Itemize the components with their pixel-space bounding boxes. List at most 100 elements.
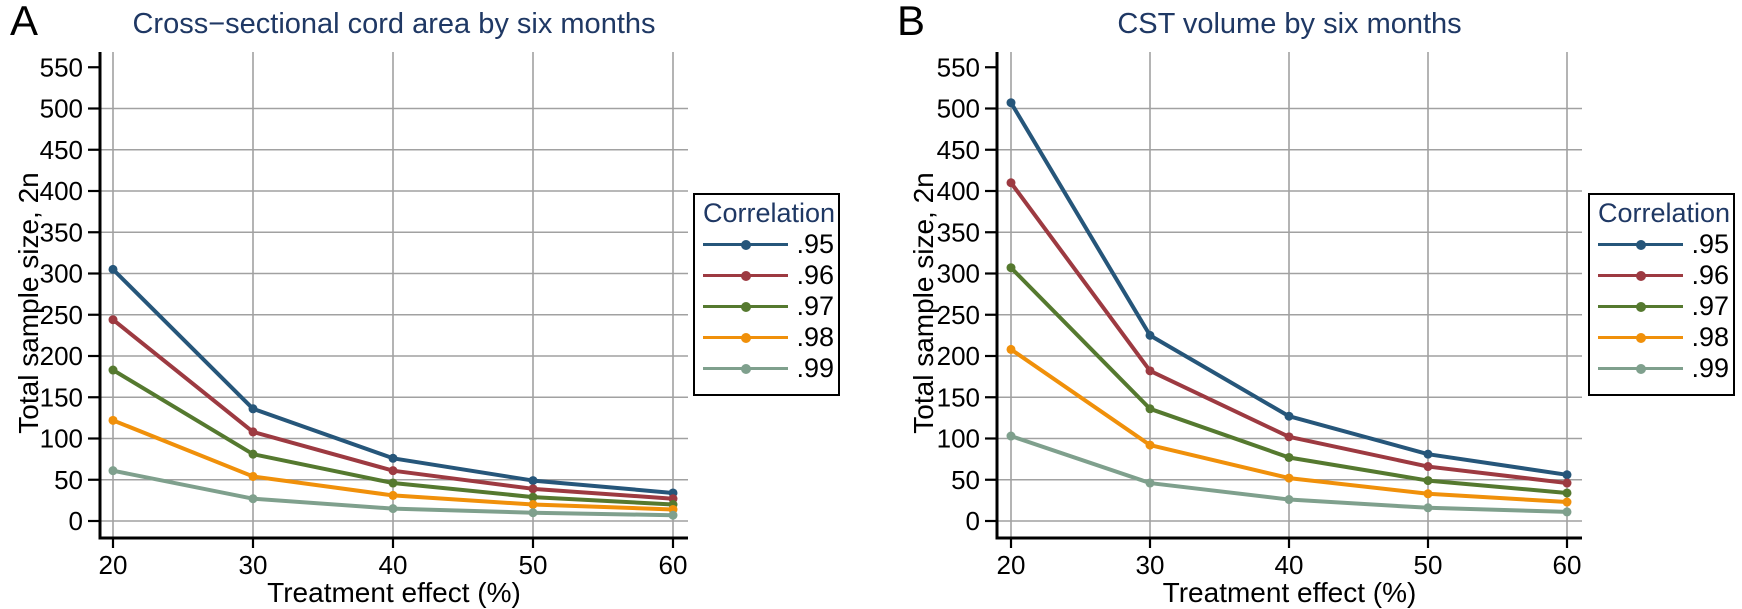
legend-line-sample-icon	[1598, 270, 1683, 281]
series-marker-96	[528, 484, 538, 494]
legend-row-95: .95	[703, 229, 834, 260]
panel-b-title: CST volume by six months	[1117, 8, 1462, 40]
series-marker-95	[248, 404, 258, 414]
legend-row-98: .98	[1598, 322, 1729, 353]
series-marker-96	[1562, 478, 1572, 488]
legend-row-97: .97	[1598, 291, 1729, 322]
legend-row-99: .99	[1598, 353, 1729, 384]
series-marker-96	[1006, 178, 1016, 188]
series-marker-98	[1006, 344, 1016, 354]
series-marker-99	[1145, 478, 1155, 488]
x-tick-label: 40	[1275, 550, 1304, 580]
legend-line-sample-icon	[703, 363, 788, 374]
series-marker-98	[388, 490, 398, 500]
series-marker-95	[108, 264, 118, 274]
y-tick-label: 300	[40, 259, 83, 289]
y-tick-label: 0	[69, 506, 83, 536]
panel-b-legend-rows: .95.96.97.98.99	[1598, 229, 1729, 384]
series-marker-99	[108, 466, 118, 476]
legend-line-sample-icon	[703, 239, 788, 250]
panel-b-y-axis-title: Total sample size, 2n	[908, 172, 939, 434]
panel-b-plot: 0 50 100 150 200 250 300 350 400 450 500 550 20 30 40 5…	[937, 52, 1582, 580]
legend-line-sample-icon	[703, 301, 788, 312]
series-marker-99	[388, 504, 398, 514]
panel-a-legend-rows: .95.96.97.98.99	[703, 229, 834, 384]
series-marker-96	[1284, 432, 1294, 442]
series-marker-98	[248, 471, 258, 481]
series-marker-97	[528, 492, 538, 502]
x-tick-label: 50	[1414, 550, 1443, 580]
legend-label: .97	[796, 291, 834, 321]
legend-sample-dot	[741, 270, 751, 281]
series-marker-97	[388, 478, 398, 488]
legend-line-sample-icon	[1598, 332, 1683, 343]
y-tick-label: 500	[937, 94, 980, 124]
series-marker-95	[1006, 98, 1016, 108]
panel-a-plot: 0 50 100 150 200 250 300 350 400 450 500 550 20 30 40 5…	[40, 52, 688, 580]
legend-row-99: .99	[703, 353, 834, 384]
series-marker-97	[1006, 263, 1016, 273]
series-marker-99	[1284, 495, 1294, 505]
legend-row-95: .95	[1598, 229, 1729, 260]
y-tick-label: 150	[937, 382, 980, 412]
y-tick-label: 450	[937, 135, 980, 165]
y-tick-label: 400	[937, 176, 980, 206]
series-marker-99	[1423, 503, 1433, 513]
x-tick-label: 20	[997, 550, 1026, 580]
panel-a-legend-title: Correlation	[703, 198, 836, 228]
legend-sample-dot	[741, 332, 751, 343]
y-tick-label: 100	[40, 424, 83, 454]
series-marker-98	[1145, 440, 1155, 450]
legend-sample-dot	[1636, 301, 1646, 312]
series-marker-95	[1562, 470, 1572, 480]
legend-sample-dot	[1636, 239, 1646, 250]
legend-row-96: .96	[703, 260, 834, 291]
y-tick-label: 200	[40, 341, 83, 371]
legend-label: .99	[796, 353, 834, 383]
series-marker-95	[1284, 411, 1294, 421]
y-tick-label: 500	[40, 94, 83, 124]
y-tick-label: 250	[40, 300, 83, 330]
legend-sample-dot	[741, 301, 751, 312]
series-marker-98	[1423, 489, 1433, 499]
series-marker-97	[108, 365, 118, 375]
y-tick-label: 350	[40, 217, 83, 247]
legend-sample-dot	[1636, 332, 1646, 343]
series-marker-96	[1145, 366, 1155, 376]
legend-label: .96	[796, 260, 834, 290]
y-tick-label: 250	[937, 300, 980, 330]
legend-row-96: .96	[1598, 260, 1729, 291]
legend-line-sample-icon	[1598, 301, 1683, 312]
legend-row-98: .98	[703, 322, 834, 353]
legend-label: .98	[796, 322, 834, 352]
x-tick-label: 60	[1553, 550, 1582, 580]
x-tick-label: 40	[379, 550, 408, 580]
panel-a-title: Cross−sectional cord area by six months	[132, 8, 656, 40]
legend-line-sample-icon	[1598, 239, 1683, 250]
series-marker-97	[1423, 476, 1433, 486]
panel-a-label: A	[10, 0, 39, 44]
panel-b-x-axis-title: Treatment effect (%)	[1162, 577, 1417, 608]
x-tick-label: 20	[99, 550, 128, 580]
x-tick-label: 50	[519, 550, 548, 580]
y-tick-label: 150	[40, 382, 83, 412]
legend-line-sample-icon	[703, 270, 788, 281]
legend-label: .97	[1691, 291, 1729, 321]
series-marker-98	[1562, 497, 1572, 507]
legend-label: .95	[796, 229, 834, 259]
y-tick-label: 450	[40, 135, 83, 165]
legend-label: .96	[1691, 260, 1729, 290]
x-tick-label: 30	[1136, 550, 1165, 580]
x-tick-label: 30	[239, 550, 268, 580]
series-marker-96	[1423, 462, 1433, 472]
panel-b-legend-title: Correlation	[1598, 198, 1731, 228]
series-marker-97	[1284, 452, 1294, 462]
series-marker-96	[108, 315, 118, 325]
legend-label: .95	[1691, 229, 1729, 259]
series-marker-97	[248, 449, 258, 459]
legend-sample-dot	[741, 363, 751, 374]
legend-line-sample-icon	[1598, 363, 1683, 374]
legend-sample-dot	[741, 239, 751, 250]
